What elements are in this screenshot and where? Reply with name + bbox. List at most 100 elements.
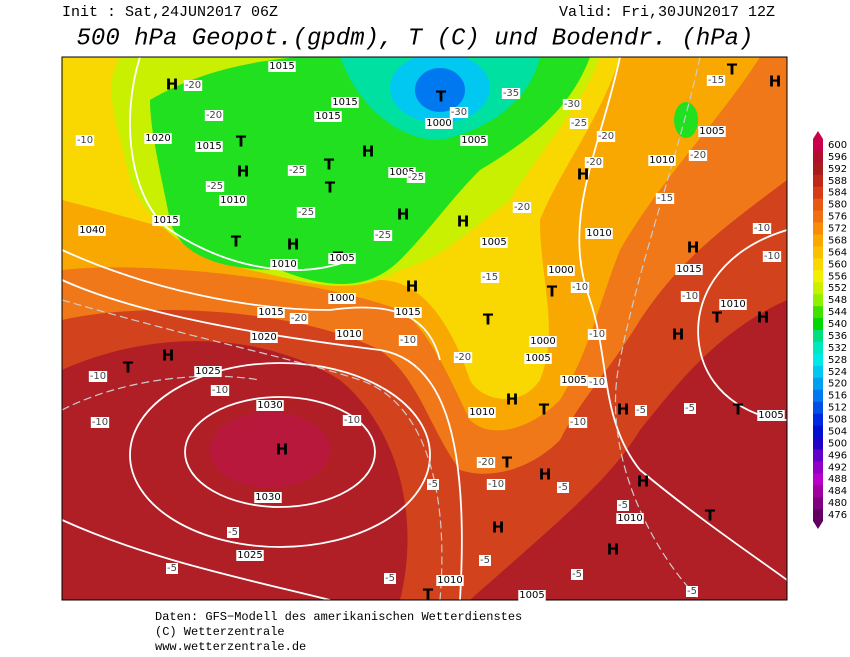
temperature-label-bg — [406, 172, 426, 183]
pressure-center: H — [577, 166, 590, 184]
temperature-label-bg — [476, 457, 496, 468]
isobar-label: 1010 — [469, 407, 494, 418]
colorbar-label: 596 — [828, 152, 847, 163]
isobar-label: 1015 — [676, 264, 701, 275]
temperature-label-bg — [684, 403, 696, 414]
temperature-label: -20 — [291, 313, 307, 324]
temperature-label-bg — [571, 569, 583, 580]
temperature-label: -25 — [571, 118, 587, 129]
temperature-label-bg — [752, 223, 772, 234]
pressure-center: H — [166, 76, 179, 94]
temperature-label: -10 — [589, 329, 605, 340]
pressure-center: T — [423, 586, 434, 604]
isobar-label: 1010 — [720, 299, 745, 310]
isobar-label: 1030 — [255, 492, 280, 503]
pressure-center: H — [237, 163, 250, 181]
temperature-label: -5 — [636, 405, 646, 416]
colorbar-cell — [813, 341, 823, 355]
colorbar-cap — [813, 521, 823, 529]
temperature-label-bg — [453, 352, 473, 363]
isobar-label: 1010 — [336, 329, 361, 340]
temperature-label-bg — [183, 80, 203, 91]
temperature-label-bg — [289, 313, 309, 324]
isobar-label: 1005 — [561, 375, 586, 386]
isobar-label: 1010 — [617, 513, 642, 524]
map-title: 500 hPa Geopot.(gpdm), T (C) und Bodendr… — [77, 25, 754, 52]
temperature-label-bg — [569, 118, 589, 129]
colorbar-cell — [813, 306, 823, 319]
temperature-label-bg — [596, 131, 616, 142]
temperature-label: -25 — [375, 230, 391, 241]
isobar-label: 1005 — [461, 135, 486, 146]
temperature-label-bg — [398, 335, 418, 346]
colorbar-label: 544 — [828, 307, 847, 318]
colorbar-cell — [813, 389, 823, 402]
isobar-label-bg — [195, 141, 223, 152]
pressure-center: T — [483, 311, 494, 329]
pressure-center: H — [539, 466, 552, 484]
isobar-label-bg — [250, 332, 278, 343]
colorbar-label: 480 — [828, 498, 847, 509]
isobar-label-bg — [585, 228, 613, 239]
temperature-label: -10 — [570, 417, 586, 428]
colorbar-label: 568 — [828, 235, 847, 246]
temperature-label: -15 — [482, 272, 498, 283]
temperature-label-bg — [688, 150, 708, 161]
temperature-label: -10 — [92, 417, 108, 428]
isobar-label-bg — [757, 410, 785, 421]
temperature-label: -20 — [690, 150, 706, 161]
temperature-label-bg — [486, 479, 506, 490]
isobar-label-bg — [144, 133, 172, 144]
pressure-center: H — [617, 401, 630, 419]
isobar-label: 1010 — [437, 575, 462, 586]
temperature-label: -10 — [344, 415, 360, 426]
isobar-label-bg — [328, 293, 356, 304]
isobar-label: 1005 — [525, 353, 550, 364]
isobar-label: 1025 — [237, 550, 262, 561]
isobar-label-bg — [394, 307, 422, 318]
colorbar-label: 500 — [828, 438, 847, 449]
temperature-label-bg — [227, 527, 239, 538]
temperature-label-bg — [617, 500, 629, 511]
pressure-center: H — [672, 326, 685, 344]
temperature-label: -5 — [385, 573, 395, 584]
colorbar-label: 584 — [828, 188, 847, 199]
footer-line: (C) Wetterzentrale — [155, 625, 285, 639]
pressure-center: H — [769, 73, 782, 91]
footer-line: www.wetterzentrale.de — [155, 640, 306, 654]
temperature-label: -25 — [408, 172, 424, 183]
pressure-center: H — [687, 239, 700, 257]
pressure-center: T — [236, 133, 247, 151]
temperature-label: -5 — [228, 527, 238, 538]
temperature-label-bg — [762, 251, 782, 262]
isobar-label-bg — [460, 135, 488, 146]
temperature-label: -20 — [185, 80, 201, 91]
colorbar-cell — [813, 198, 823, 211]
temperature-label: -10 — [90, 371, 106, 382]
isobar-label: 1025 — [195, 366, 220, 377]
isobar-label-bg — [152, 215, 180, 226]
temperature-label: -25 — [298, 207, 314, 218]
isobar-label-bg — [388, 167, 416, 178]
isobar-label-bg — [560, 375, 588, 386]
pressure-center: H — [637, 473, 650, 491]
temperature-label: -5 — [428, 479, 438, 490]
colorbar-label: 572 — [828, 224, 847, 235]
pressure-center: T — [712, 309, 723, 327]
temperature-label-bg — [501, 88, 521, 99]
colorbar-label: 504 — [828, 426, 847, 437]
isobar-label-bg — [328, 253, 356, 264]
isobar-label: 1015 — [315, 111, 340, 122]
pressure-center: H — [607, 541, 620, 559]
pressure-center: T — [436, 88, 447, 106]
temperature-label-bg — [384, 573, 396, 584]
isobar-label: 1010 — [586, 228, 611, 239]
temperature-label: -15 — [657, 193, 673, 204]
colorbar-cell — [813, 377, 823, 390]
temperature-label: -10 — [572, 282, 588, 293]
pressure-center: H — [757, 309, 770, 327]
pressure-center: H — [397, 206, 410, 224]
colorbar-label: 536 — [828, 331, 847, 342]
colorbar-cell — [813, 174, 823, 188]
